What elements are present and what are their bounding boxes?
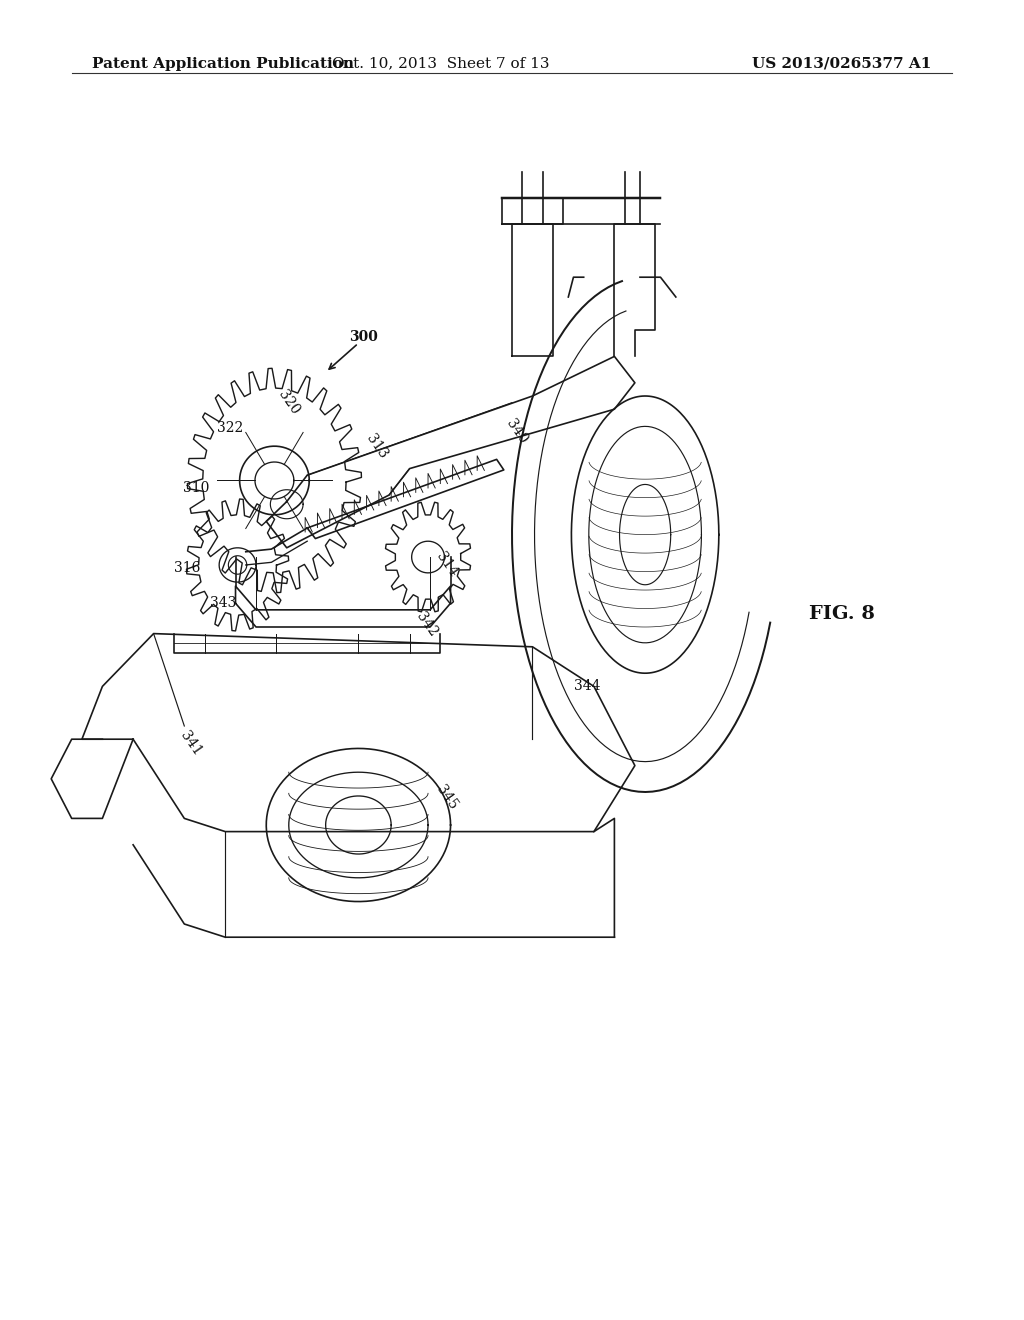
Text: 345: 345 — [433, 783, 460, 812]
Text: 343: 343 — [210, 597, 237, 610]
Text: 344: 344 — [573, 680, 600, 693]
Text: 322: 322 — [217, 421, 244, 434]
Text: 310: 310 — [183, 482, 210, 495]
Text: 340: 340 — [504, 417, 530, 446]
Text: 300: 300 — [349, 330, 378, 343]
Text: 342: 342 — [414, 610, 440, 639]
Text: 314: 314 — [433, 550, 460, 579]
Text: FIG. 8: FIG. 8 — [809, 605, 874, 623]
Text: 341: 341 — [177, 729, 204, 758]
Text: Patent Application Publication: Patent Application Publication — [92, 57, 354, 71]
Text: US 2013/0265377 A1: US 2013/0265377 A1 — [753, 57, 932, 71]
Text: 316: 316 — [174, 561, 201, 574]
Text: 320: 320 — [275, 388, 302, 417]
Text: 313: 313 — [364, 432, 390, 461]
Text: Oct. 10, 2013  Sheet 7 of 13: Oct. 10, 2013 Sheet 7 of 13 — [332, 57, 549, 71]
